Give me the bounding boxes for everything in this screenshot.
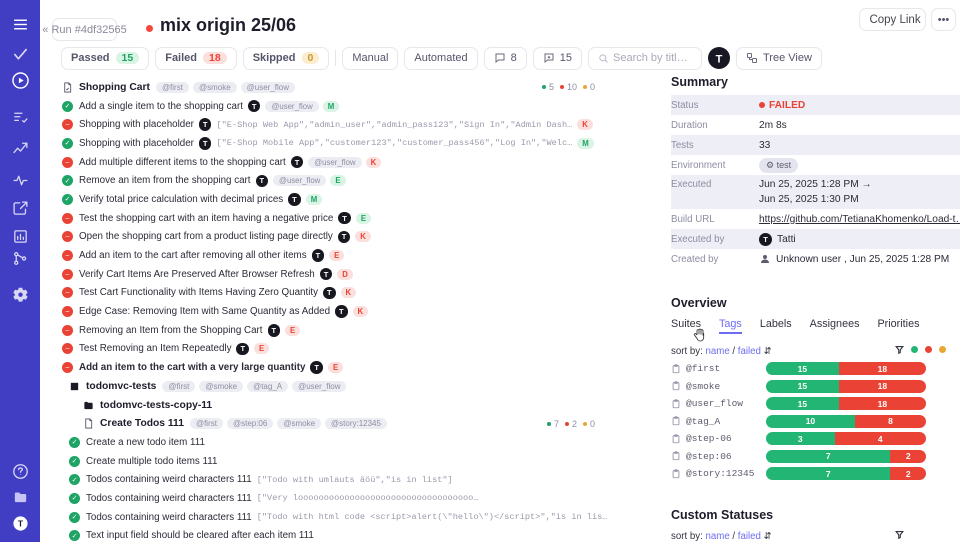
svg-text:T: T — [17, 518, 23, 528]
